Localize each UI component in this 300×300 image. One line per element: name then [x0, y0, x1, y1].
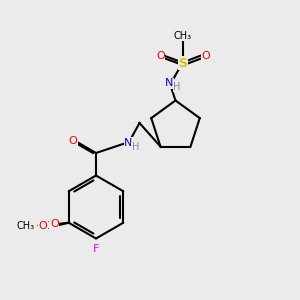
Text: O: O [50, 219, 59, 229]
Text: F: F [93, 244, 99, 254]
Text: O: O [68, 136, 77, 146]
Text: O: O [38, 221, 47, 231]
Text: O: O [156, 50, 165, 61]
Text: N: N [124, 137, 133, 148]
Text: O: O [44, 221, 52, 231]
Text: H: H [132, 142, 139, 152]
Text: CH₃: CH₃ [17, 221, 35, 231]
Text: N: N [165, 78, 174, 88]
Text: CH₃: CH₃ [174, 31, 192, 41]
Text: O: O [201, 50, 210, 61]
Text: S: S [178, 56, 188, 70]
Text: H: H [173, 82, 181, 92]
